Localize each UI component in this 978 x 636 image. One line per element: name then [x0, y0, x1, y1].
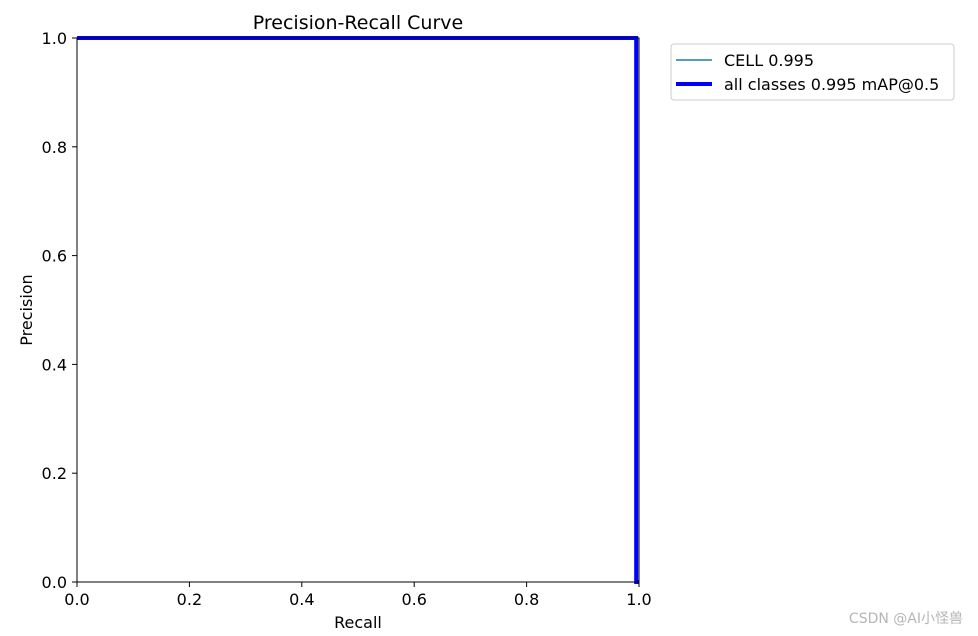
x-tick-label: 1.0 [626, 590, 651, 609]
chart-title: Precision-Recall Curve [253, 12, 463, 34]
x-tick-label: 0.8 [514, 590, 539, 609]
series-line-all-classes [77, 36, 639, 584]
legend-label-all-classes: all classes 0.995 mAP@0.5 [724, 75, 939, 94]
legend-label-cell: CELL 0.995 [724, 51, 814, 70]
series-layer [77, 36, 639, 584]
y-tick-label: 0.8 [42, 138, 67, 157]
y-tick-label: 0.4 [42, 355, 67, 374]
x-axis-ticks: 0.0 0.2 0.4 0.6 0.8 1.0 [64, 582, 652, 609]
x-axis-label: Recall [334, 613, 382, 632]
series-line-cell [77, 37, 639, 583]
y-tick-label: 0.0 [42, 573, 67, 592]
legend: CELL 0.995 all classes 0.995 mAP@0.5 [670, 43, 955, 101]
y-tick-label: 0.2 [42, 464, 67, 483]
y-axis-label: Precision [17, 274, 36, 345]
plot-frame [76, 37, 640, 583]
x-tick-label: 0.2 [177, 590, 202, 609]
x-tick-label: 0.0 [64, 590, 89, 609]
y-tick-label: 1.0 [42, 29, 67, 48]
y-axis-ticks: 0.0 0.2 0.4 0.6 0.8 1.0 [42, 29, 77, 592]
x-tick-label: 0.4 [289, 590, 314, 609]
y-tick-label: 0.6 [42, 247, 67, 266]
legend-box [670, 43, 955, 101]
watermark: CSDN @AI小怪兽 [849, 611, 963, 627]
x-tick-label: 0.6 [401, 590, 426, 609]
